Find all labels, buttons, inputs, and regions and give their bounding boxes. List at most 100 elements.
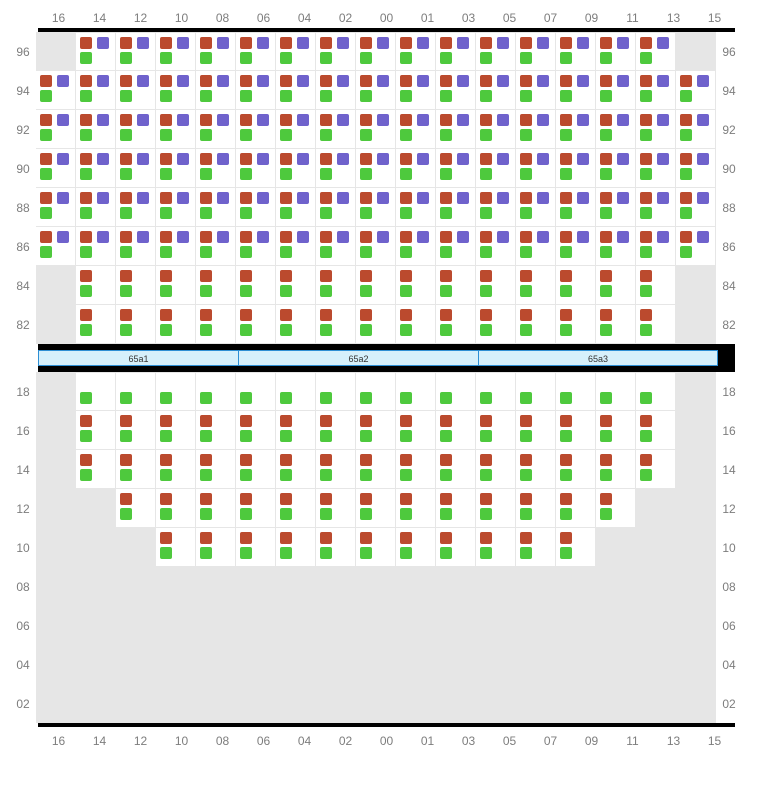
rack-cell[interactable] (556, 450, 596, 489)
rack-cell[interactable] (316, 266, 356, 305)
rack-cell[interactable] (196, 32, 236, 71)
rack-cell[interactable] (476, 110, 516, 149)
rack-cell[interactable] (476, 372, 516, 411)
rack-cell[interactable] (676, 71, 716, 110)
rack-cell[interactable] (636, 411, 676, 450)
rack-cell[interactable] (516, 450, 556, 489)
rack-cell[interactable] (116, 188, 156, 227)
rack-cell[interactable] (76, 188, 116, 227)
rack-cell[interactable] (276, 266, 316, 305)
rack-cell[interactable] (516, 266, 556, 305)
rack-cell[interactable] (476, 71, 516, 110)
rack-cell[interactable] (636, 32, 676, 71)
rack-cell[interactable] (356, 489, 396, 528)
rack-cell[interactable] (316, 372, 356, 411)
rack-cell[interactable] (156, 411, 196, 450)
rack-cell[interactable] (636, 110, 676, 149)
rack-cell[interactable] (156, 372, 196, 411)
rack-cell[interactable] (396, 227, 436, 266)
rack-cell[interactable] (116, 372, 156, 411)
rack-cell[interactable] (356, 372, 396, 411)
rack-cell[interactable] (436, 411, 476, 450)
rack-cell[interactable] (476, 32, 516, 71)
rack-cell[interactable] (396, 32, 436, 71)
rack-cell[interactable] (556, 149, 596, 188)
rack-cell[interactable] (596, 450, 636, 489)
rack-cell[interactable] (516, 149, 556, 188)
rack-cell[interactable] (156, 450, 196, 489)
zone-segment[interactable]: 65a2 (238, 350, 478, 366)
rack-cell[interactable] (556, 110, 596, 149)
rack-cell[interactable] (476, 450, 516, 489)
rack-cell[interactable] (476, 305, 516, 344)
rack-cell[interactable] (276, 411, 316, 450)
rack-cell[interactable] (236, 528, 276, 567)
rack-cell[interactable] (236, 372, 276, 411)
rack-cell[interactable] (196, 110, 236, 149)
rack-cell[interactable] (36, 110, 76, 149)
rack-cell[interactable] (36, 149, 76, 188)
rack-cell[interactable] (436, 227, 476, 266)
rack-cell[interactable] (596, 71, 636, 110)
rack-cell[interactable] (276, 450, 316, 489)
rack-cell[interactable] (356, 450, 396, 489)
rack-cell[interactable] (76, 227, 116, 266)
rack-cell[interactable] (396, 528, 436, 567)
rack-cell[interactable] (356, 266, 396, 305)
rack-cell[interactable] (316, 71, 356, 110)
rack-cell[interactable] (76, 71, 116, 110)
rack-cell[interactable] (436, 372, 476, 411)
rack-cell[interactable] (116, 489, 156, 528)
rack-cell[interactable] (156, 489, 196, 528)
rack-cell[interactable] (516, 32, 556, 71)
rack-cell[interactable] (596, 489, 636, 528)
rack-cell[interactable] (196, 266, 236, 305)
rack-cell[interactable] (676, 110, 716, 149)
rack-cell[interactable] (276, 71, 316, 110)
rack-cell[interactable] (276, 32, 316, 71)
rack-cell[interactable] (636, 188, 676, 227)
rack-cell[interactable] (516, 372, 556, 411)
rack-cell[interactable] (636, 227, 676, 266)
rack-cell[interactable] (436, 266, 476, 305)
rack-cell[interactable] (236, 450, 276, 489)
rack-cell[interactable] (316, 489, 356, 528)
rack-cell[interactable] (116, 110, 156, 149)
rack-cell[interactable] (636, 71, 676, 110)
rack-cell[interactable] (356, 110, 396, 149)
rack-cell[interactable] (316, 110, 356, 149)
rack-cell[interactable] (476, 528, 516, 567)
rack-cell[interactable] (436, 450, 476, 489)
rack-cell[interactable] (156, 110, 196, 149)
rack-cell[interactable] (636, 266, 676, 305)
rack-cell[interactable] (316, 411, 356, 450)
rack-cell[interactable] (396, 450, 436, 489)
rack-cell[interactable] (396, 372, 436, 411)
rack-cell[interactable] (196, 188, 236, 227)
rack-cell[interactable] (156, 149, 196, 188)
rack-cell[interactable] (276, 305, 316, 344)
rack-cell[interactable] (116, 411, 156, 450)
rack-cell[interactable] (396, 188, 436, 227)
rack-cell[interactable] (316, 32, 356, 71)
rack-cell[interactable] (276, 372, 316, 411)
rack-cell[interactable] (276, 149, 316, 188)
rack-cell[interactable] (556, 528, 596, 567)
rack-cell[interactable] (556, 266, 596, 305)
rack-cell[interactable] (36, 71, 76, 110)
rack-cell[interactable] (636, 305, 676, 344)
rack-cell[interactable] (476, 188, 516, 227)
rack-cell[interactable] (556, 372, 596, 411)
zone-segment[interactable]: 65a1 (38, 350, 238, 366)
rack-cell[interactable] (196, 489, 236, 528)
rack-cell[interactable] (276, 188, 316, 227)
rack-cell[interactable] (76, 32, 116, 71)
rack-cell[interactable] (76, 110, 116, 149)
rack-cell[interactable] (276, 528, 316, 567)
rack-cell[interactable] (396, 266, 436, 305)
rack-cell[interactable] (236, 32, 276, 71)
rack-cell[interactable] (156, 305, 196, 344)
rack-cell[interactable] (236, 305, 276, 344)
rack-cell[interactable] (596, 305, 636, 344)
rack-cell[interactable] (156, 32, 196, 71)
